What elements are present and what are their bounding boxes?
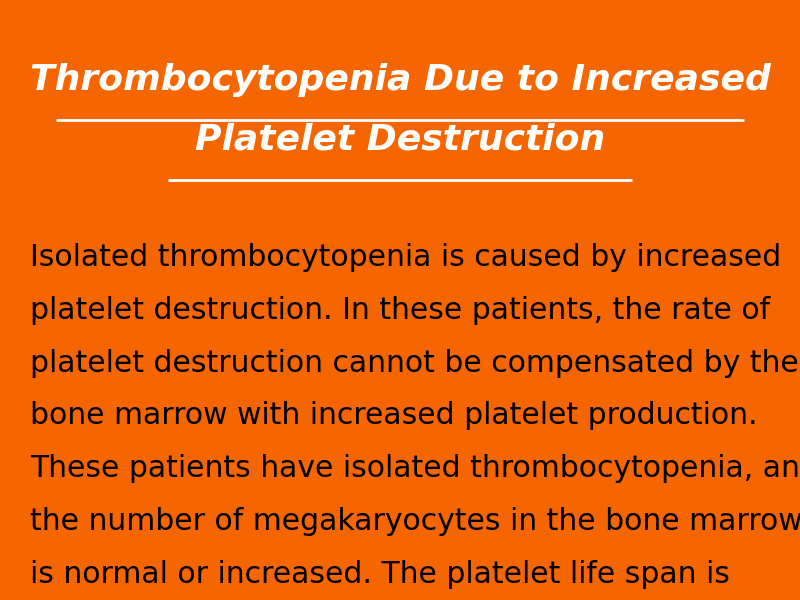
Text: Isolated thrombocytopenia is caused by increased: Isolated thrombocytopenia is caused by i… [30,243,782,272]
Text: bone marrow with increased platelet production.: bone marrow with increased platelet prod… [30,401,758,430]
Text: platelet destruction cannot be compensated by the: platelet destruction cannot be compensat… [30,349,799,377]
Text: the number of megakaryocytes in the bone marrow: the number of megakaryocytes in the bone… [30,507,800,536]
Text: is normal or increased. The platelet life span is: is normal or increased. The platelet lif… [30,560,730,589]
Text: Thrombocytopenia Due to Increased: Thrombocytopenia Due to Increased [30,63,770,97]
Text: platelet destruction. In these patients, the rate of: platelet destruction. In these patients,… [30,296,770,325]
Text: These patients have isolated thrombocytopenia, and: These patients have isolated thrombocyto… [30,454,800,483]
Text: Platelet Destruction: Platelet Destruction [195,123,605,157]
